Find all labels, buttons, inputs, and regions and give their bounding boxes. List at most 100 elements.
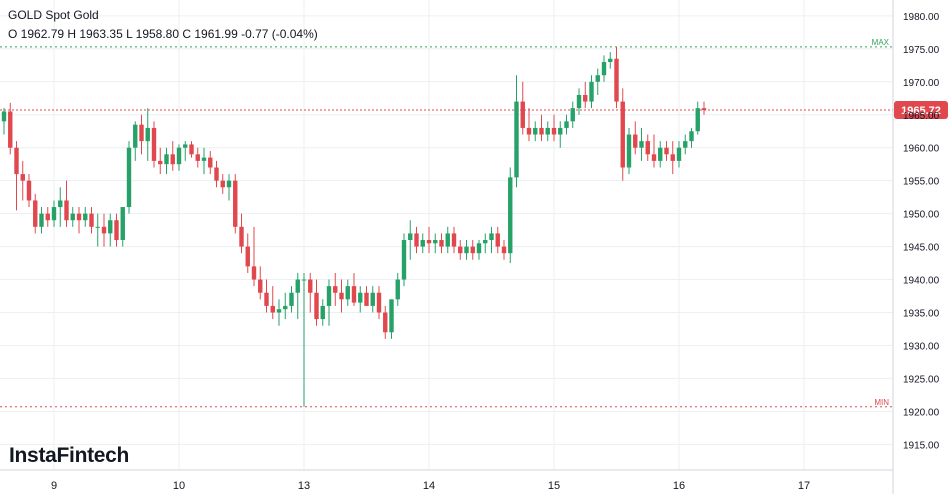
y-tick-label: 1935.00: [903, 309, 940, 320]
candle-body: [676, 147, 682, 161]
candle-body: [251, 266, 257, 280]
x-tick-label: 13: [298, 480, 310, 492]
y-tick-label: 1915.00: [903, 440, 940, 451]
candle-body: [58, 200, 63, 208]
candle-body: [308, 279, 313, 293]
candle-body: [639, 141, 644, 148]
candle-body: [626, 134, 632, 168]
candle-body: [189, 144, 194, 155]
candle-body: [351, 286, 357, 303]
candle-body: [526, 127, 532, 135]
candle-body: [114, 220, 119, 240]
candle-body: [595, 75, 600, 82]
candle-body: [383, 312, 388, 333]
candle-body: [364, 292, 369, 306]
price-badge-label: 1965.72: [901, 105, 941, 117]
candle-body: [408, 233, 413, 240]
candle-body: [664, 147, 669, 155]
y-tick-label: 1965.00: [903, 111, 940, 122]
y-tick-label: 1960.00: [903, 144, 940, 155]
candle-body: [508, 177, 513, 254]
chart-legend: GOLD Spot Gold O 1962.79 H 1963.35 L 195…: [8, 6, 318, 44]
candle-body: [426, 240, 432, 244]
candle-body: [458, 246, 463, 254]
candle-body: [339, 292, 344, 300]
candle-body: [583, 94, 588, 102]
candle-body: [226, 180, 232, 188]
candle-body: [683, 141, 688, 148]
candle-body: [145, 127, 150, 142]
symbol-title: GOLD Spot Gold: [8, 8, 99, 22]
candle-body: [39, 213, 44, 227]
y-tick-label: 1950.00: [903, 210, 940, 221]
candle-body: [670, 154, 675, 161]
candle-body: [45, 213, 50, 221]
y-tick-label: 1930.00: [903, 341, 940, 352]
candle-body: [151, 127, 157, 161]
y-tick-label: 1970.00: [903, 78, 940, 89]
candle-body: [570, 108, 575, 122]
candle-body: [701, 108, 707, 111]
candle-body: [1, 111, 7, 122]
x-tick-label: 16: [673, 480, 685, 492]
candle-body: [376, 292, 382, 313]
candle-body: [95, 226, 100, 228]
y-tick-label: 1940.00: [903, 276, 940, 287]
candle-body: [633, 134, 638, 148]
candle-body: [489, 233, 494, 240]
candle-body: [233, 180, 238, 227]
max-label: MAX: [872, 38, 890, 47]
candle-body: [445, 233, 450, 247]
candle-body: [689, 131, 694, 142]
candle-body: [214, 167, 219, 181]
candle-body: [83, 213, 88, 221]
candle-body: [245, 246, 250, 267]
candle-body: [295, 279, 300, 293]
candle-body: [89, 213, 94, 227]
candle-body: [576, 94, 582, 109]
candle-body: [495, 233, 500, 247]
candle-body: [126, 147, 132, 208]
candle-body: [620, 101, 625, 168]
y-tick-label: 1925.00: [903, 374, 940, 385]
candle-body: [314, 292, 319, 320]
candle-body: [401, 240, 407, 280]
candles: [1, 46, 707, 407]
x-tick-label: 10: [173, 480, 185, 492]
candle-body: [76, 213, 82, 221]
candle-body: [326, 286, 332, 306]
candle-body: [389, 299, 394, 333]
y-tick-label: 1945.00: [903, 243, 940, 254]
candle-body: [258, 279, 263, 293]
candle-body: [614, 58, 619, 102]
candle-body: [370, 292, 375, 306]
candle-body: [608, 58, 613, 63]
candle-body: [289, 292, 294, 306]
x-tick-label: 17: [798, 480, 810, 492]
candle-body: [8, 111, 13, 148]
candle-body: [239, 226, 244, 247]
candle-body: [464, 246, 469, 254]
candle-body: [20, 174, 25, 181]
candle-body: [345, 286, 350, 300]
candle-body: [589, 81, 594, 102]
candle-body: [101, 226, 107, 234]
x-tick-label: 15: [548, 480, 560, 492]
brand-logo: InstaFintech: [9, 444, 130, 467]
y-tick-label: 1975.00: [903, 45, 940, 56]
candle-body: [551, 127, 557, 135]
candle-body: [120, 207, 125, 240]
candle-body: [539, 127, 544, 135]
candle-body: [283, 305, 288, 310]
candle-body: [301, 279, 307, 281]
candle-body: [545, 127, 550, 135]
candle-body: [195, 154, 200, 161]
candle-body: [208, 157, 213, 168]
candle-body: [333, 286, 338, 293]
candle-body: [358, 292, 363, 303]
candle-body: [476, 243, 482, 254]
candle-body: [108, 220, 113, 234]
candle-body: [601, 62, 607, 76]
